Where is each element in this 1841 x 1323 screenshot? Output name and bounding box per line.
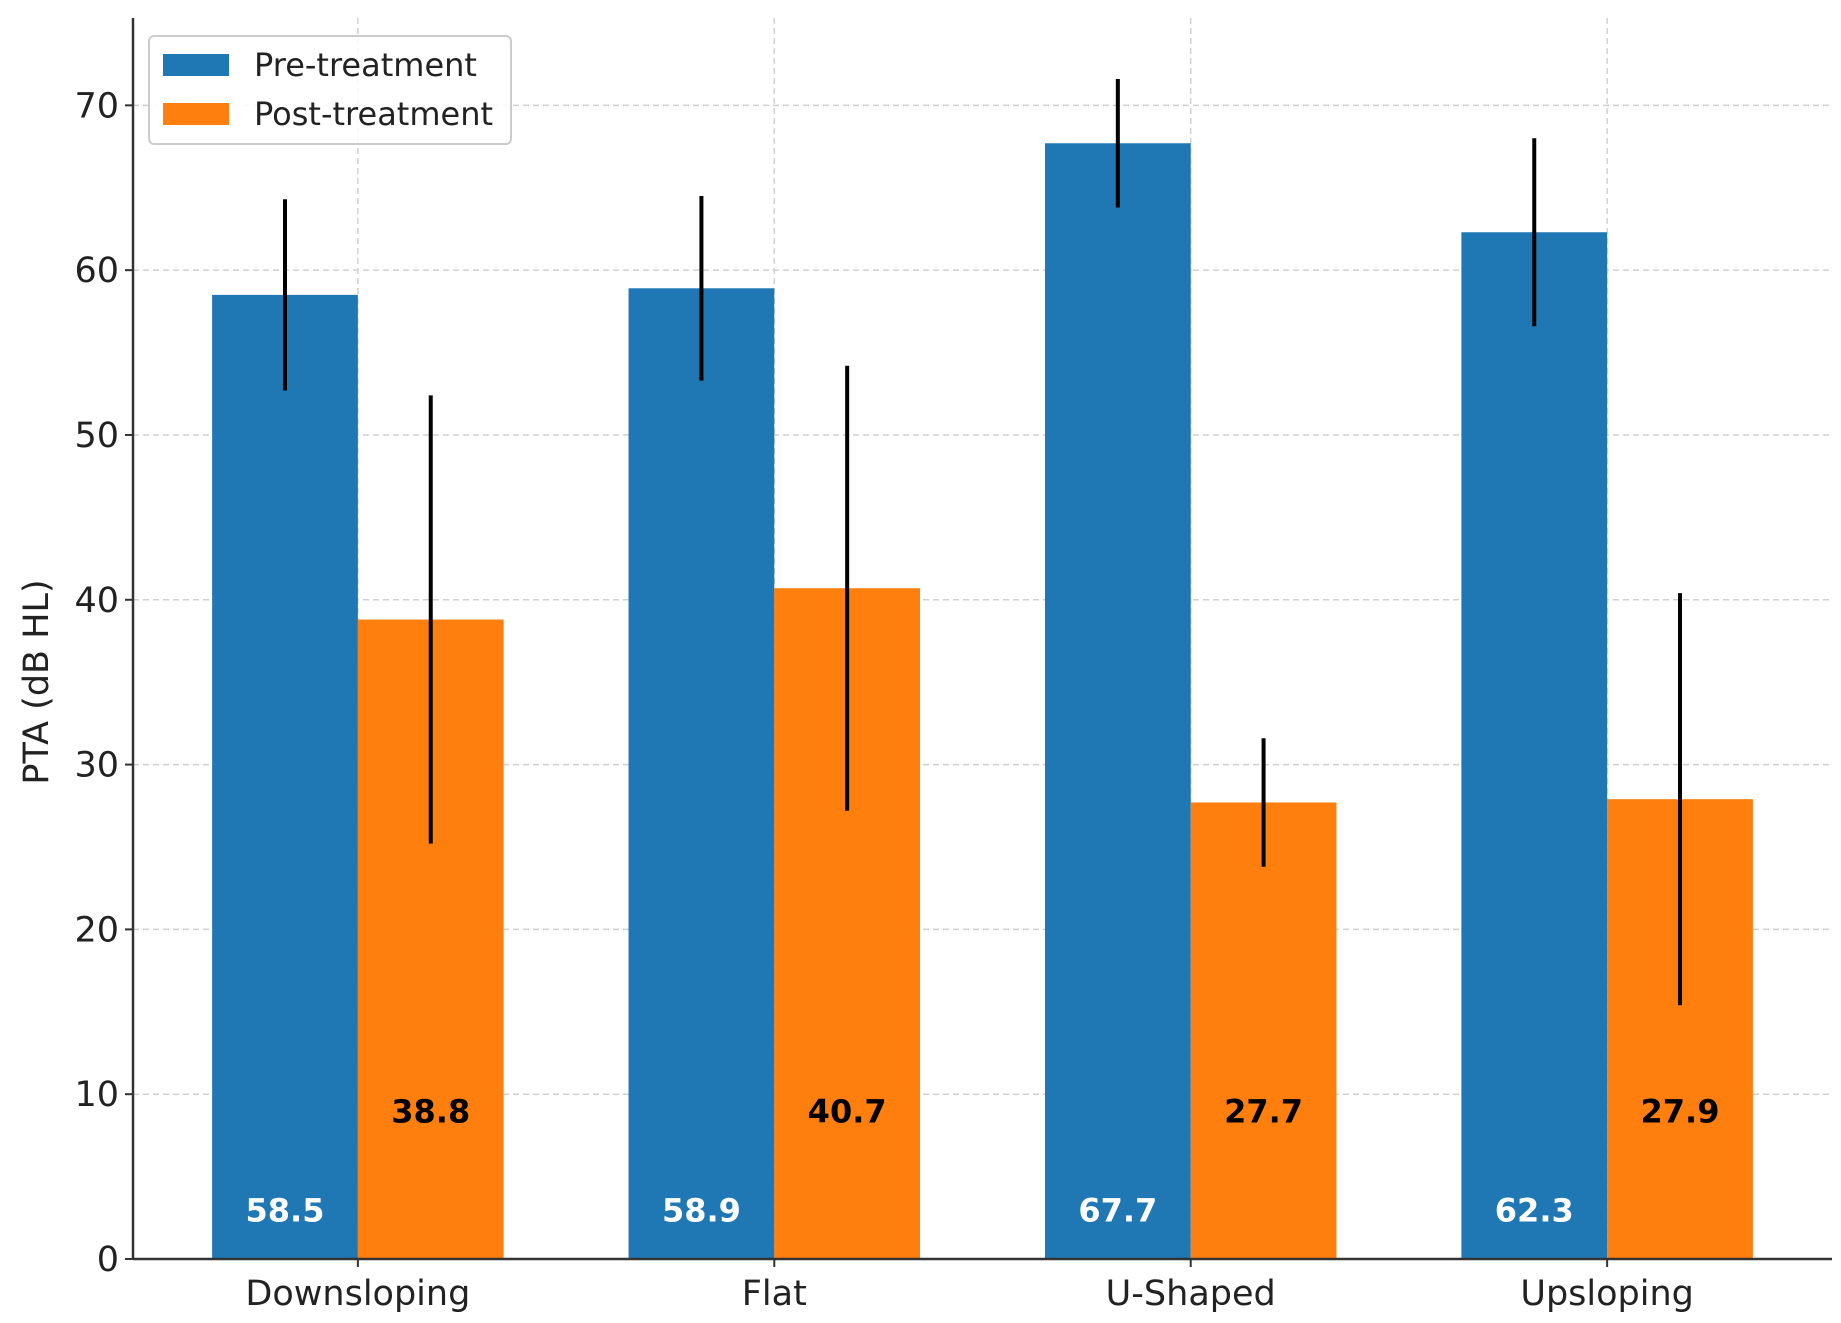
value-label: 40.7 <box>808 1093 887 1131</box>
legend-swatch-pre <box>163 54 229 76</box>
legend-swatch-post <box>163 103 229 125</box>
value-label: 58.9 <box>662 1192 741 1230</box>
legend-label-pre: Pre-treatment <box>254 46 477 84</box>
value-label: 67.7 <box>1078 1192 1157 1230</box>
x-tick-label: U-Shaped <box>1106 1274 1276 1314</box>
error-bars <box>282 78 1683 1006</box>
y-tick-label: 20 <box>74 910 119 950</box>
pre-treatment-bar <box>628 288 775 1260</box>
value-label: 27.9 <box>1641 1093 1720 1131</box>
pre-treatment-bar <box>212 294 358 1260</box>
value-label: 27.7 <box>1224 1093 1303 1131</box>
legend: Pre-treatment Post-treatment <box>148 35 512 145</box>
bars <box>212 143 1753 1260</box>
x-tick-label: Upsloping <box>1520 1274 1694 1314</box>
y-tick-label: 60 <box>74 251 119 291</box>
value-label: 62.3 <box>1495 1192 1574 1230</box>
y-tick-label: 40 <box>74 581 119 621</box>
x-tick-label: Downsloping <box>245 1274 470 1314</box>
y-tick-label: 50 <box>74 416 119 456</box>
y-tick-label: 30 <box>74 746 119 786</box>
value-labels: 58.5 58.9 67.7 62.3 38.8 40.7 27.7 27.9 <box>246 1093 1720 1230</box>
y-axis-label: PTA (dB HL) <box>17 579 57 784</box>
y-tick-label: 0 <box>97 1240 119 1280</box>
post-treatment-bar <box>1190 802 1337 1259</box>
x-tick-label: Flat <box>742 1274 807 1314</box>
axes: 0 10 20 30 40 50 60 70 Downsloping Flat U-Shaped Up… <box>74 18 1832 1314</box>
y-tick-label: 70 <box>74 86 119 126</box>
pre-treatment-bar <box>1044 143 1191 1259</box>
value-label: 38.8 <box>391 1093 470 1131</box>
pre-treatment-bar <box>1461 232 1608 1260</box>
legend-label-post: Post-treatment <box>254 95 493 133</box>
y-tick-label: 10 <box>74 1075 119 1115</box>
value-label: 58.5 <box>246 1192 325 1230</box>
